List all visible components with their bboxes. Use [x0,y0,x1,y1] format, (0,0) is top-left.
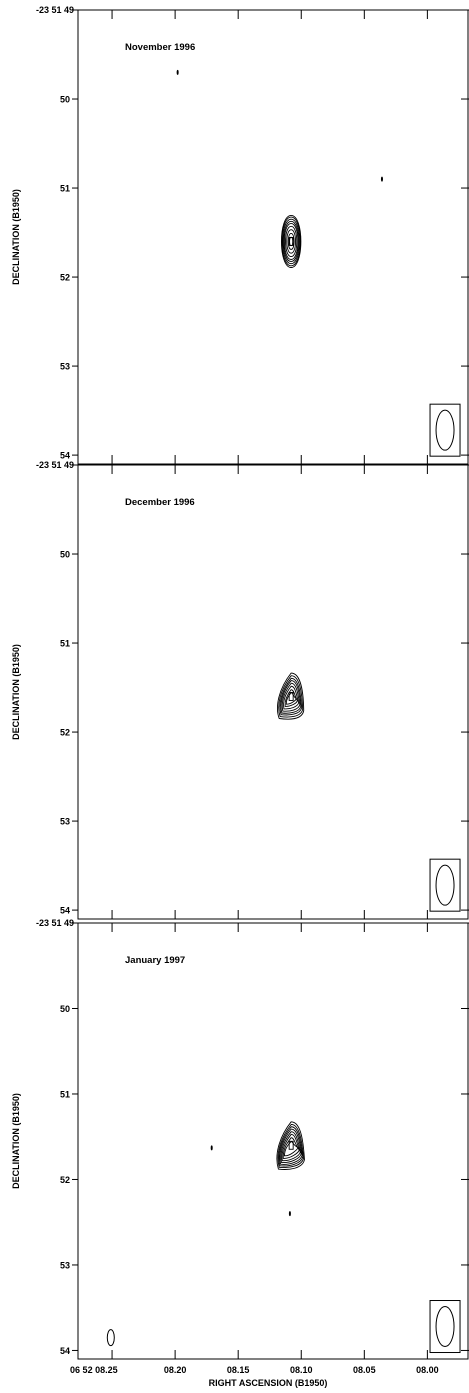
contour-level [279,677,303,716]
plot-frame [77,922,469,1360]
contour-level [289,236,294,247]
plot-frame [77,464,469,920]
contour-level [281,682,301,712]
y-tick-label: 50 [60,1004,70,1014]
panel-december-1996: -23 51 49 50 51 52 53 54 DECLINATION (B1950) De… [11,460,469,920]
y-tick-label: 50 [60,95,70,105]
beam-ellipse [435,1306,455,1348]
y-tick-label: 54 [60,906,70,916]
epoch-label: January 1997 [125,955,185,966]
source-contours [276,1121,305,1170]
x-tick-label: 08.20 [164,1365,187,1375]
beam-ellipse [435,864,455,906]
y-tick-label: 53 [60,1260,70,1270]
y-tick-label: 52 [60,728,70,738]
contour-level [281,1133,301,1162]
contour-level [284,689,298,707]
faint-source-contour [106,1329,115,1347]
plot-frame [77,9,469,465]
contour-level [287,233,295,250]
y-tick-label: 52 [60,1175,70,1185]
contour-level [281,214,302,268]
panel-november-1996: -23 51 49 50 51 52 53 54 DECLINATION (B1950) No… [11,5,469,465]
y-tick-label-origin: -23 51 49 [36,460,74,470]
y-tick-label-origin: -23 51 49 [36,918,74,928]
contour-level [285,225,298,258]
y-axis-title: DECLINATION (B1950) [11,644,21,740]
contour-level [283,222,299,260]
beam-box [429,858,461,912]
contour-level [277,672,305,720]
contour-level [282,1137,300,1159]
y-tick-label: 54 [60,1346,70,1356]
contour-level [279,1128,303,1165]
x-tick-label: 08.10 [290,1365,313,1375]
epoch-label: December 1996 [125,497,195,508]
y-tick-label: 53 [60,817,70,827]
beam-ellipse [435,409,455,451]
contour-level [281,216,301,267]
noise-feature [288,1211,291,1217]
contour-level [280,1131,302,1163]
contour-level [278,675,304,718]
y-tick-label: 50 [60,550,70,560]
y-axis-title: DECLINATION (B1950) [11,1093,21,1189]
y-tick-label: 52 [60,273,70,283]
contour-level [276,1121,305,1170]
beam-box [429,1300,461,1354]
x-tick-label: 06 52 08.25 [70,1365,118,1375]
y-tick-label: 51 [60,1089,70,1099]
peak-marker [288,237,294,246]
y-tick-label: 53 [60,362,70,372]
y-tick-label: 51 [60,639,70,649]
y-tick-label: 51 [60,184,70,194]
y-tick-label: 54 [60,451,70,461]
y-tick-label-origin: -23 51 49 [36,5,74,15]
peak-marker [288,692,294,701]
contour-level [283,220,300,263]
noise-feature [210,1145,213,1151]
beam-box [429,403,461,457]
contour-level [282,218,300,265]
x-tick-label: 08.05 [353,1365,376,1375]
contour-level [280,680,302,714]
x-axis-title: RIGHT ASCENSION (B1950) [209,1378,328,1388]
noise-feature [176,69,179,75]
x-tick-label: 08.00 [416,1365,439,1375]
epoch-label: November 1996 [125,42,195,53]
contour-level [277,1124,305,1169]
source-contours [281,214,302,268]
contour-level [283,685,300,710]
peak-marker [288,1140,294,1150]
y-axis-title: DECLINATION (B1950) [11,189,21,285]
contour-level [278,1126,304,1167]
contour-level [286,229,296,254]
noise-feature [380,176,383,182]
source-contours [277,672,305,720]
x-tick-label: 08.15 [227,1365,250,1375]
